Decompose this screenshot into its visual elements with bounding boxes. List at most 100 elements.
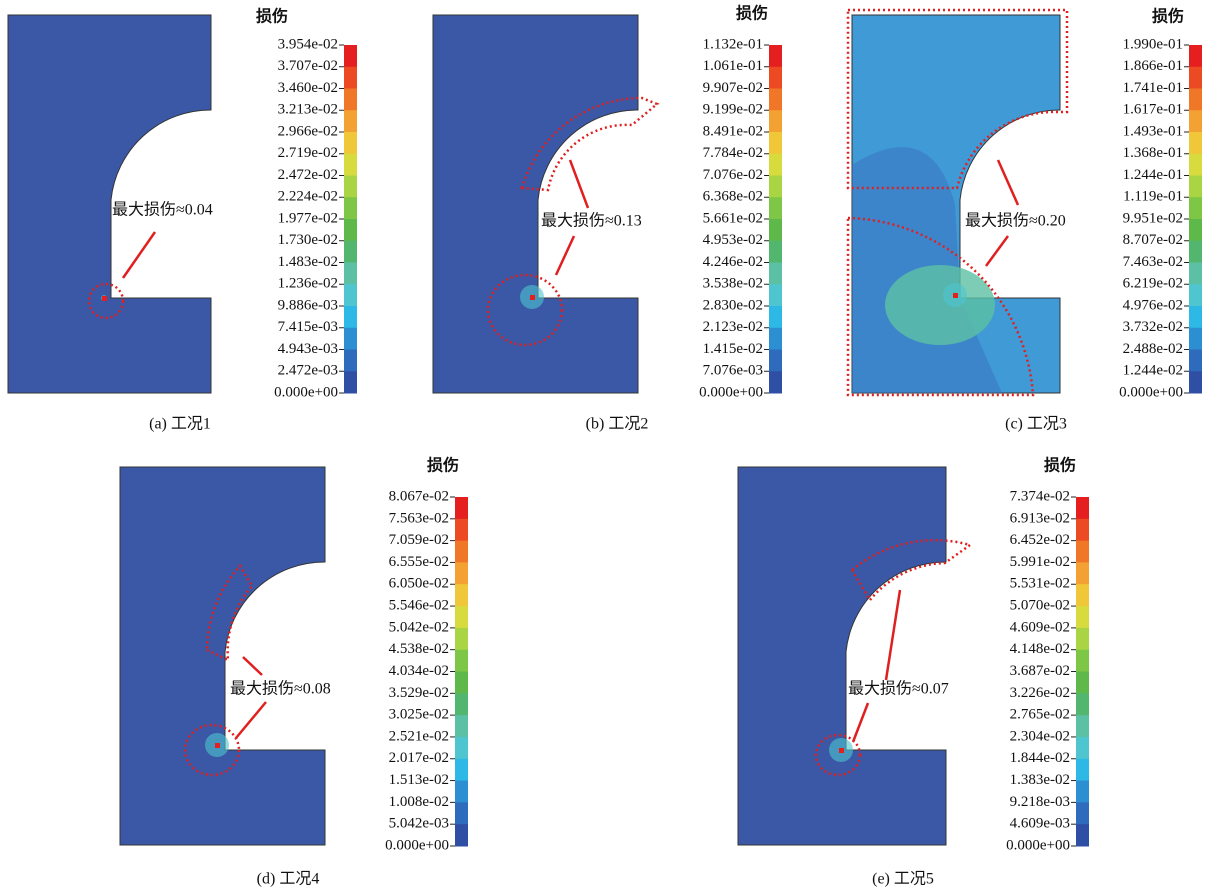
hotspot-zone — [885, 265, 995, 345]
colorbar-segment — [344, 284, 357, 306]
colorbar-segment — [455, 628, 468, 650]
colorbar-label: 1.244e-02 — [1123, 363, 1183, 379]
colorbar-label: 1.061e-01 — [703, 58, 763, 74]
colorbar-segment — [1189, 197, 1202, 219]
colorbar-segment — [769, 132, 782, 154]
colorbar-label: 3.025e-02 — [389, 707, 449, 723]
leader-line — [123, 232, 155, 278]
colorbar-label: 4.953e-02 — [703, 232, 763, 248]
colorbar-segment — [769, 263, 782, 285]
colorbar-segment — [455, 715, 468, 737]
colorbar-label: 4.148e-02 — [1010, 641, 1070, 657]
colorbar-segment — [1189, 350, 1202, 372]
colorbar-segment — [1189, 89, 1202, 111]
colorbar-segment — [1189, 45, 1202, 67]
colorbar-segment — [344, 89, 357, 111]
colorbar-label: 3.226e-02 — [1010, 685, 1070, 701]
colorbar-segment — [1076, 562, 1089, 584]
colorbar-label: 0.000e+00 — [699, 384, 763, 400]
colorbar-label: 2.765e-02 — [1010, 707, 1070, 723]
colorbar-label: 6.913e-02 — [1010, 510, 1070, 526]
colorbar-segment — [1076, 606, 1089, 628]
colorbar-label: 3.529e-02 — [389, 685, 449, 701]
leader-line — [556, 236, 574, 275]
colorbar-label: 1.008e-02 — [389, 794, 449, 810]
colorbar-segment — [769, 219, 782, 241]
colorbar-label: 4.609e-02 — [1010, 619, 1070, 635]
colorbar-segment — [769, 67, 782, 89]
colorbar-label: 9.907e-02 — [703, 80, 763, 96]
colorbar-label: 1.368e-01 — [1123, 145, 1183, 161]
colorbar-segment — [769, 306, 782, 328]
leader-line — [998, 160, 1018, 205]
colorbar-label: 2.224e-02 — [278, 189, 338, 205]
colorbar-label: 1.741e-01 — [1123, 80, 1183, 96]
colorbar-segment — [1076, 519, 1089, 541]
colorbar-label: 3.707e-02 — [278, 58, 338, 74]
colorbar-segment — [1076, 737, 1089, 759]
colorbar-segment — [769, 197, 782, 219]
colorbar-segment — [344, 110, 357, 132]
colorbar-label: 1.244e-01 — [1123, 167, 1183, 183]
colorbar-label: 4.609e-03 — [1010, 816, 1070, 832]
hotspot — [215, 743, 220, 748]
colorbar-segment — [1076, 759, 1089, 781]
colorbar-label: 4.034e-02 — [389, 663, 449, 679]
legend-title: 损伤 — [736, 4, 768, 23]
colorbar-segment — [344, 45, 357, 67]
figure: 最大损伤≈0.043.954e-023.707e-023.460e-023.21… — [0, 0, 1219, 890]
colorbar-segment — [1076, 541, 1089, 563]
colorbar-label: 5.661e-02 — [703, 210, 763, 226]
colorbar-label: 3.460e-02 — [278, 80, 338, 96]
colorbar-segment — [1189, 241, 1202, 263]
colorbar-label: 6.452e-02 — [1010, 532, 1070, 548]
colorbar-label: 6.219e-02 — [1123, 276, 1183, 292]
colorbar-segment — [1189, 110, 1202, 132]
colorbar-segment — [1076, 824, 1089, 846]
colorbar-label: 5.070e-02 — [1010, 598, 1070, 614]
colorbar-segment — [455, 541, 468, 563]
colorbar-label: 9.218e-03 — [1010, 794, 1070, 810]
hotspot — [953, 293, 958, 298]
colorbar-label: 4.538e-02 — [389, 641, 449, 657]
colorbar-label: 4.246e-02 — [703, 254, 763, 270]
colorbar-label: 2.123e-02 — [703, 319, 763, 335]
colorbar-segment — [344, 350, 357, 372]
colorbar-segment — [344, 197, 357, 219]
colorbar-segment — [344, 241, 357, 263]
colorbar-segment — [769, 350, 782, 372]
annotation: 最大损伤≈0.13 — [541, 212, 642, 230]
colorbar-segment — [455, 759, 468, 781]
colorbar-label: 1.119e-01 — [1123, 189, 1183, 205]
colorbar-segment — [1076, 584, 1089, 606]
colorbar-label: 2.521e-02 — [389, 728, 449, 744]
colorbar-label: 7.059e-02 — [389, 532, 449, 548]
colorbar-label: 4.976e-02 — [1123, 297, 1183, 313]
colorbar-label: 6.368e-02 — [703, 189, 763, 205]
colorbar-label: 9.886e-03 — [278, 297, 338, 313]
colorbar-label: 1.513e-02 — [389, 772, 449, 788]
annotation: 最大损伤≈0.20 — [965, 212, 1066, 230]
leader-line — [986, 236, 1008, 266]
caption: (b) 工况2 — [586, 416, 649, 433]
colorbar-segment — [344, 154, 357, 176]
specimen — [433, 15, 638, 393]
colorbar-label: 1.844e-02 — [1010, 750, 1070, 766]
colorbar-label: 3.213e-02 — [278, 102, 338, 118]
caption: (d) 工况4 — [257, 871, 320, 888]
colorbar-label: 0.000e+00 — [1119, 384, 1183, 400]
colorbar-segment — [769, 154, 782, 176]
colorbar-segment — [1189, 328, 1202, 350]
colorbar-label: 3.954e-02 — [278, 36, 338, 52]
colorbar-segment — [344, 219, 357, 241]
colorbar-label: 2.017e-02 — [389, 750, 449, 766]
colorbar-segment — [455, 824, 468, 846]
colorbar-label: 5.042e-03 — [389, 816, 449, 832]
annotation: 最大损伤≈0.08 — [230, 680, 331, 698]
colorbar-label: 2.488e-02 — [1123, 341, 1183, 357]
leader-line — [886, 590, 900, 680]
colorbar-label: 7.076e-03 — [703, 363, 763, 379]
colorbar-label: 1.483e-02 — [278, 254, 338, 270]
colorbar-label: 7.563e-02 — [389, 510, 449, 526]
colorbar-label: 1.730e-02 — [278, 232, 338, 248]
